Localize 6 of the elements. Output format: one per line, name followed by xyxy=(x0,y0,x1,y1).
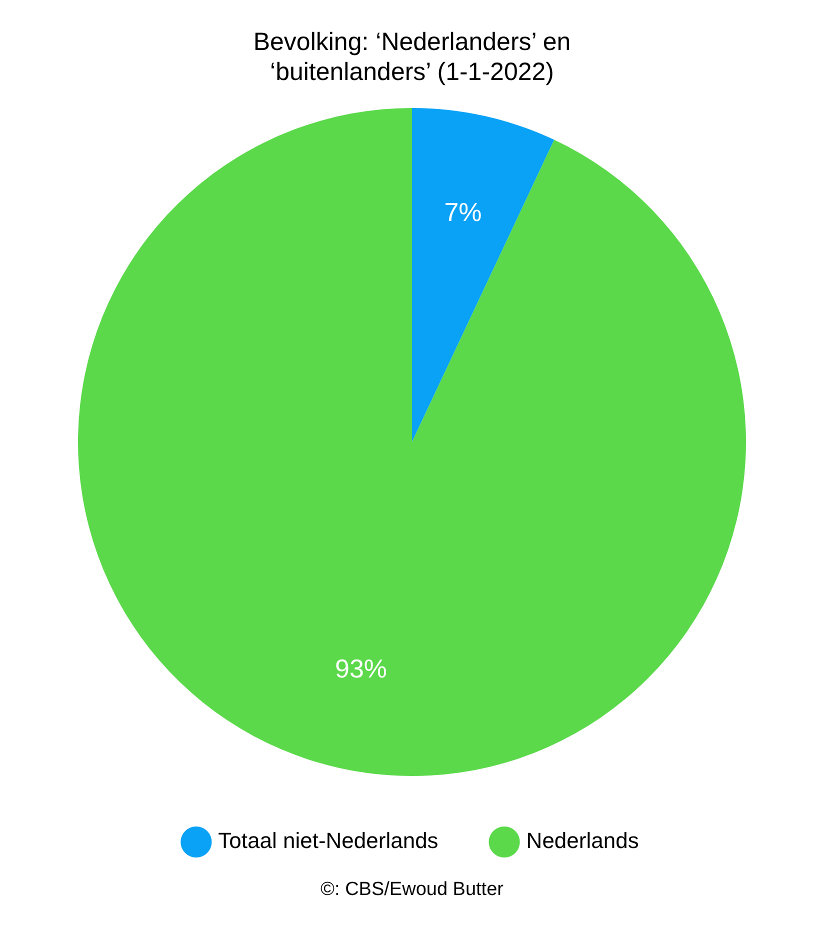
legend-label: Nederlands xyxy=(526,828,639,854)
chart-title: Bevolking: ‘Nederlanders’ en ‘buitenlanders’ (1-1-2022) xyxy=(253,28,571,86)
legend-label: Totaal niet-Nederlands xyxy=(218,828,438,854)
data-label: 93% xyxy=(334,653,388,684)
data-label: 7% xyxy=(444,197,482,228)
text: ©: CBS/Ewoud Butter xyxy=(320,879,504,901)
